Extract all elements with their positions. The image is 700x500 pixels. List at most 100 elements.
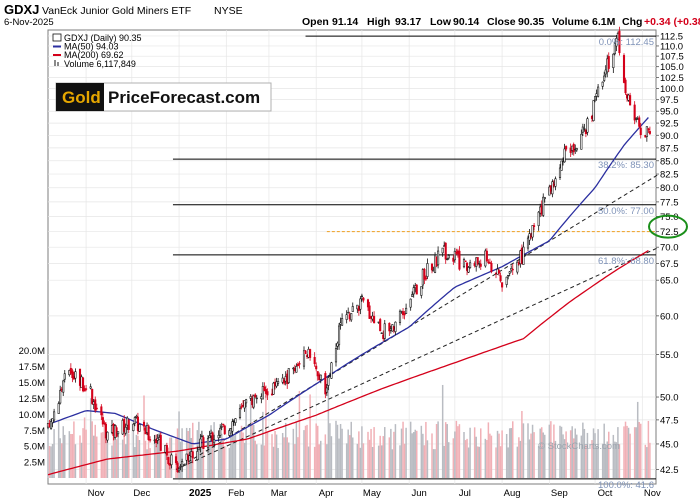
candle-body	[612, 53, 615, 69]
volume-bar	[425, 421, 427, 478]
candle-body	[485, 250, 488, 262]
volume-bar	[181, 428, 183, 478]
volume-bar	[94, 424, 96, 478]
candle-body	[287, 368, 290, 383]
volume-bar	[169, 437, 171, 478]
volume-bar	[422, 433, 424, 478]
volume-bar	[242, 432, 244, 478]
candle-body	[309, 349, 312, 358]
volume-bar	[192, 422, 194, 478]
candle-body	[277, 381, 280, 384]
candle-body	[174, 456, 178, 463]
legend-volume: Volume 6,117,849	[64, 59, 136, 69]
volume-bar	[521, 410, 523, 478]
candle-body	[501, 282, 504, 288]
candle-body	[458, 250, 461, 270]
volume-bar	[271, 434, 273, 478]
volume-bar	[644, 444, 647, 478]
legend: GDXJ (Daily) 90.35 MA(50) 94.03 MA(200) …	[52, 33, 142, 69]
volume-bar	[144, 440, 147, 478]
candle-body	[208, 435, 211, 439]
low-value: 90.14	[453, 16, 479, 28]
volume-bar	[243, 442, 246, 478]
candle-body	[165, 445, 168, 456]
price-tick-label: 60.0	[660, 311, 679, 322]
volume-bar	[266, 431, 269, 478]
candle-body	[607, 56, 610, 69]
volume-bar	[59, 438, 61, 478]
candle-body	[206, 438, 210, 449]
chart-date: 6-Nov-2025	[4, 17, 54, 28]
volume-bar	[626, 425, 628, 478]
volume-bar	[201, 434, 203, 478]
price-tick-label: 42.5	[660, 465, 679, 476]
candle-body	[243, 400, 246, 409]
volume-bar	[208, 441, 211, 478]
candle-body	[81, 377, 85, 392]
volume-bar	[217, 444, 220, 478]
volume-bar	[582, 422, 584, 478]
volume-bar	[580, 435, 583, 478]
volume-bar	[512, 421, 514, 478]
volume-bar	[146, 449, 148, 478]
volume-bar	[431, 433, 433, 478]
volume-bar	[359, 447, 362, 478]
candle-body	[191, 451, 194, 459]
volume-bar	[62, 426, 64, 478]
time-axis: Nov Dec 2025 Feb Mar Apr May Jun Jul Aug Sep Oct Nov	[88, 488, 661, 499]
candle-body	[647, 128, 650, 131]
volume-bar	[303, 430, 305, 478]
candle-body	[497, 270, 501, 274]
volume-bar	[495, 447, 497, 478]
candle-body	[615, 38, 618, 47]
volume-bar	[550, 421, 552, 478]
candle-body	[132, 423, 135, 432]
stockcharts-watermark: © StockCharts.com	[538, 441, 620, 452]
candle-body	[580, 133, 583, 150]
volume-bar	[437, 421, 439, 478]
candle-body	[138, 424, 141, 432]
volume-bar	[426, 440, 429, 478]
candle-body	[437, 250, 440, 266]
candle-body	[272, 382, 275, 395]
volume-bar	[316, 425, 319, 478]
candle-body	[624, 79, 627, 94]
price-tick-label: 87.5	[660, 143, 679, 154]
volume-bar	[508, 428, 511, 478]
chg-label: Chg	[622, 16, 642, 28]
legend-volume-swatch-2	[57, 62, 59, 66]
price-tick-label: 77.5	[660, 197, 679, 208]
volume-bar	[100, 432, 103, 478]
candle-body	[444, 242, 447, 260]
candle-body	[94, 399, 97, 411]
candle-body	[629, 95, 632, 106]
candle-body	[415, 284, 418, 295]
volume-bar	[228, 447, 231, 478]
ohlc-readout: Open 91.14 High 93.17 Low 90.14 Close 90…	[302, 16, 700, 28]
volume-bar	[402, 421, 404, 478]
candle-body	[181, 461, 184, 468]
volume-bar	[469, 427, 471, 478]
candle-body	[170, 454, 173, 465]
candle-body	[133, 417, 136, 424]
candle-body	[211, 432, 214, 442]
volume-bar	[158, 432, 160, 478]
volume-label: Volume	[552, 16, 589, 28]
candle-body	[593, 96, 597, 101]
candle-body	[240, 406, 243, 408]
candle-body	[645, 126, 648, 137]
candle-body	[149, 439, 152, 441]
volume-bar	[585, 445, 587, 478]
volume-bar	[233, 435, 235, 478]
volume-bar	[563, 439, 566, 478]
candle-body	[359, 298, 362, 310]
volume-bar	[284, 422, 287, 478]
volume-bar	[444, 422, 447, 478]
volume-bar	[164, 449, 167, 478]
candle-body	[261, 385, 264, 400]
volume-bar	[597, 429, 599, 478]
volume-bar	[516, 446, 519, 478]
volume-bar	[295, 421, 298, 478]
volume-bar	[394, 424, 397, 478]
candle-body	[296, 363, 299, 367]
